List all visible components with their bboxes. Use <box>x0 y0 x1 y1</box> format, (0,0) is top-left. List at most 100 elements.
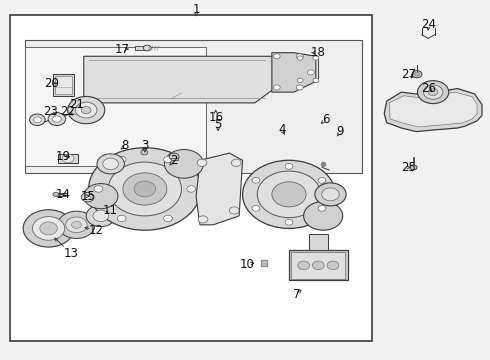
Circle shape <box>415 72 419 76</box>
Circle shape <box>313 56 319 60</box>
Circle shape <box>117 156 126 163</box>
Circle shape <box>62 154 74 163</box>
Circle shape <box>40 222 57 235</box>
Circle shape <box>198 216 208 223</box>
Circle shape <box>257 171 321 218</box>
Text: 18: 18 <box>311 46 326 59</box>
Text: 13: 13 <box>64 247 79 260</box>
Circle shape <box>428 89 438 96</box>
Text: 20: 20 <box>45 77 59 90</box>
Bar <box>289 250 347 280</box>
Circle shape <box>85 195 91 199</box>
Bar <box>55 76 72 94</box>
Text: 2: 2 <box>171 154 178 167</box>
Circle shape <box>297 56 303 60</box>
Bar <box>135 46 147 50</box>
Circle shape <box>123 173 167 205</box>
Text: 11: 11 <box>103 204 118 217</box>
Text: 4: 4 <box>278 123 285 136</box>
Circle shape <box>58 211 95 238</box>
Circle shape <box>23 210 74 247</box>
Text: 3: 3 <box>141 139 148 152</box>
Text: 1: 1 <box>193 3 200 16</box>
Circle shape <box>164 156 172 163</box>
Circle shape <box>272 182 306 207</box>
Polygon shape <box>389 92 477 127</box>
Circle shape <box>108 162 181 216</box>
Circle shape <box>308 70 315 75</box>
Circle shape <box>187 186 196 192</box>
Bar <box>171 158 177 160</box>
Text: 17: 17 <box>114 42 129 55</box>
Circle shape <box>32 217 65 240</box>
Text: 22: 22 <box>61 105 75 118</box>
Circle shape <box>313 78 319 82</box>
Text: 8: 8 <box>122 139 129 152</box>
Circle shape <box>252 206 260 211</box>
Circle shape <box>313 261 324 270</box>
Circle shape <box>298 261 310 270</box>
Bar <box>25 40 362 173</box>
Polygon shape <box>384 89 482 132</box>
Circle shape <box>229 207 239 214</box>
Bar <box>53 74 74 96</box>
Circle shape <box>48 113 66 126</box>
Text: 5: 5 <box>215 118 222 131</box>
Circle shape <box>231 159 241 166</box>
Circle shape <box>327 261 339 270</box>
Circle shape <box>81 193 94 202</box>
Circle shape <box>304 202 343 230</box>
Circle shape <box>68 96 105 124</box>
Text: 9: 9 <box>337 125 344 138</box>
Bar <box>309 234 328 250</box>
Text: 26: 26 <box>421 82 436 95</box>
Text: 15: 15 <box>80 190 95 203</box>
Text: 23: 23 <box>44 105 58 118</box>
Circle shape <box>296 54 303 59</box>
Circle shape <box>164 215 172 222</box>
Circle shape <box>169 153 179 160</box>
Circle shape <box>322 188 339 201</box>
Polygon shape <box>196 153 243 225</box>
Circle shape <box>273 85 280 90</box>
Circle shape <box>423 85 443 99</box>
Text: 14: 14 <box>56 188 71 201</box>
Bar <box>58 154 78 163</box>
Circle shape <box>410 165 417 170</box>
Circle shape <box>164 149 203 178</box>
Text: 24: 24 <box>421 18 436 31</box>
Text: 19: 19 <box>56 150 71 163</box>
Circle shape <box>273 54 280 59</box>
Circle shape <box>117 215 126 222</box>
Circle shape <box>412 71 422 78</box>
Circle shape <box>141 150 148 155</box>
Bar <box>292 252 345 279</box>
Circle shape <box>315 183 346 206</box>
Circle shape <box>33 117 41 123</box>
Text: 25: 25 <box>401 161 416 174</box>
Bar <box>143 148 147 152</box>
Circle shape <box>84 184 118 209</box>
Circle shape <box>296 85 303 90</box>
Bar <box>57 193 67 196</box>
Polygon shape <box>272 53 316 92</box>
Text: 27: 27 <box>401 68 416 81</box>
Circle shape <box>29 114 45 126</box>
Circle shape <box>81 107 91 114</box>
Circle shape <box>93 210 109 222</box>
Text: 7: 7 <box>293 288 300 301</box>
Text: 10: 10 <box>240 258 255 271</box>
Circle shape <box>72 221 81 228</box>
Circle shape <box>297 78 303 82</box>
Circle shape <box>97 154 124 174</box>
Circle shape <box>144 45 151 51</box>
Circle shape <box>243 160 335 228</box>
Circle shape <box>252 177 260 183</box>
Circle shape <box>53 192 59 197</box>
Circle shape <box>318 177 326 183</box>
Circle shape <box>417 81 449 104</box>
Circle shape <box>285 163 293 169</box>
Text: 6: 6 <box>322 113 329 126</box>
Circle shape <box>103 158 119 170</box>
Circle shape <box>52 116 61 122</box>
